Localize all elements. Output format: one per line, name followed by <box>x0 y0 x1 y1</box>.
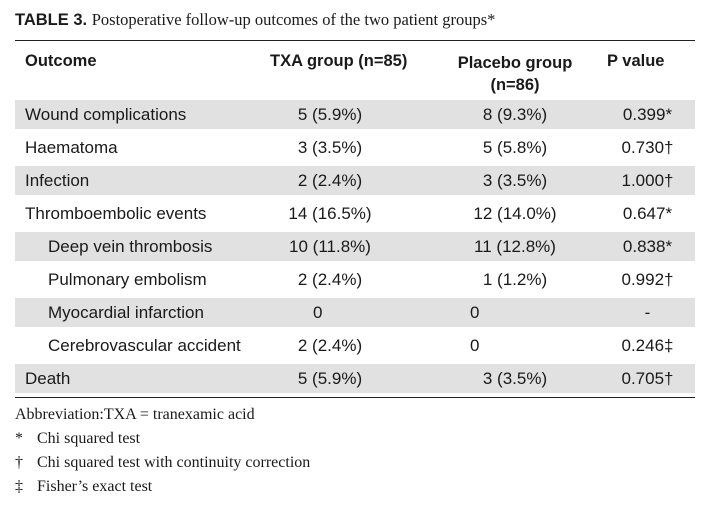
outcome-cell: Haematoma <box>25 138 118 157</box>
table-row: Myocardial infarction 0 0 - <box>15 298 695 327</box>
footnote-item: * Chi squared test <box>15 427 310 451</box>
table-label: TABLE 3. <box>15 11 88 29</box>
p-value-cell: 0.399* <box>622 105 673 124</box>
table-row: Wound complications 5 (5.9%) 8 (9.3%) 0.… <box>15 100 695 129</box>
placebo-cell: 3 (3.5%) <box>482 369 548 388</box>
placebo-cell: 11 (12.8%) <box>474 237 556 256</box>
footnote-text: Fisher’s exact test <box>37 478 153 495</box>
table-row: Death 5 (5.9%) 3 (3.5%) 0.705† <box>15 364 695 393</box>
footnote-text: Chi squared test with continuity correct… <box>37 454 311 471</box>
table-caption: Postoperative follow-up outcomes of the … <box>91 10 496 29</box>
top-rule <box>15 40 695 41</box>
table-header: Outcome TXA group (n=85) Placebo group (… <box>15 41 695 97</box>
txa-cell: 3 (3.5%) <box>297 138 363 157</box>
placebo-cell: 0 <box>470 303 480 322</box>
txa-cell: 14 (16.5%) <box>288 204 372 223</box>
footnote-symbol: † <box>15 454 23 471</box>
p-value-cell: 0.246‡ <box>621 336 674 355</box>
header-txa-group: TXA group (n=85) <box>270 52 408 70</box>
table-row: Deep vein thrombosis 10 (11.8%) 11 (12.8… <box>15 232 695 261</box>
p-value-cell: - <box>644 303 651 322</box>
p-value-cell: 0.992† <box>621 270 674 289</box>
txa-cell: 2 (2.4%) <box>297 336 363 355</box>
abbreviation-note: Abbreviation:TXA = tranexamic acid <box>15 406 255 423</box>
table-row: Infection 2 (2.4%) 3 (3.5%) 1.000† <box>15 166 695 195</box>
txa-cell: 5 (5.9%) <box>297 369 363 388</box>
placebo-cell: 12 (14.0%) <box>473 204 557 223</box>
placebo-cell: 3 (3.5%) <box>482 171 548 190</box>
table-row: Haematoma 3 (3.5%) 5 (5.8%) 0.730† <box>15 133 695 162</box>
txa-cell: 2 (2.4%) <box>297 270 363 289</box>
footnote-item: † Chi squared test with continuity correc… <box>15 451 310 475</box>
outcome-cell: Cerebrovascular accident <box>48 336 241 355</box>
bottom-rule <box>15 397 695 398</box>
footnote-symbol: * <box>15 430 23 447</box>
placebo-cell: 1 (1.2%) <box>482 270 548 289</box>
table-row: Thromboembolic events 14 (16.5%) 12 (14.… <box>15 199 695 228</box>
header-placebo-group: Placebo group (n=86) <box>440 52 590 96</box>
txa-cell: 0 <box>313 303 323 322</box>
p-value-cell: 0.730† <box>621 138 674 157</box>
p-value-cell: 0.838* <box>622 237 673 256</box>
header-outcome: Outcome <box>25 52 97 70</box>
outcome-cell: Death <box>25 369 71 388</box>
placebo-cell: 8 (9.3%) <box>482 105 548 124</box>
outcome-cell: Infection <box>25 171 90 190</box>
outcome-cell: Myocardial infarction <box>48 303 204 322</box>
footnotes: Abbreviation:TXA = tranexamic acid * Chi … <box>15 403 310 499</box>
placebo-cell: 5 (5.8%) <box>482 138 548 157</box>
p-value-cell: 0.705† <box>621 369 674 388</box>
p-value-cell: 1.000† <box>621 171 674 190</box>
txa-cell: 10 (11.8%) <box>289 237 371 256</box>
table-title: TABLE 3. Postoperative follow-up outcome… <box>15 10 495 30</box>
outcome-cell: Pulmonary embolism <box>48 270 207 289</box>
footnote-symbol: ‡ <box>15 478 23 495</box>
table-row: Pulmonary embolism 2 (2.4%) 1 (1.2%) 0.9… <box>15 265 695 294</box>
table-row: Cerebrovascular accident 2 (2.4%) 0 0.24… <box>15 331 695 360</box>
outcome-cell: Deep vein thrombosis <box>48 237 213 256</box>
txa-cell: 5 (5.9%) <box>297 105 363 124</box>
outcome-cell: Wound complications <box>25 105 187 124</box>
outcome-cell: Thromboembolic events <box>25 204 207 223</box>
header-p-value: P value <box>607 52 665 70</box>
placebo-cell: 0 <box>470 336 480 355</box>
header-placebo-line1: Placebo group <box>457 54 573 72</box>
p-value-cell: 0.647* <box>622 204 673 223</box>
footnote-text: Chi squared test <box>37 430 141 447</box>
header-placebo-line2: (n=86) <box>490 76 540 94</box>
txa-cell: 2 (2.4%) <box>297 171 363 190</box>
footnote-item: ‡ Fisher’s exact test <box>15 475 310 499</box>
